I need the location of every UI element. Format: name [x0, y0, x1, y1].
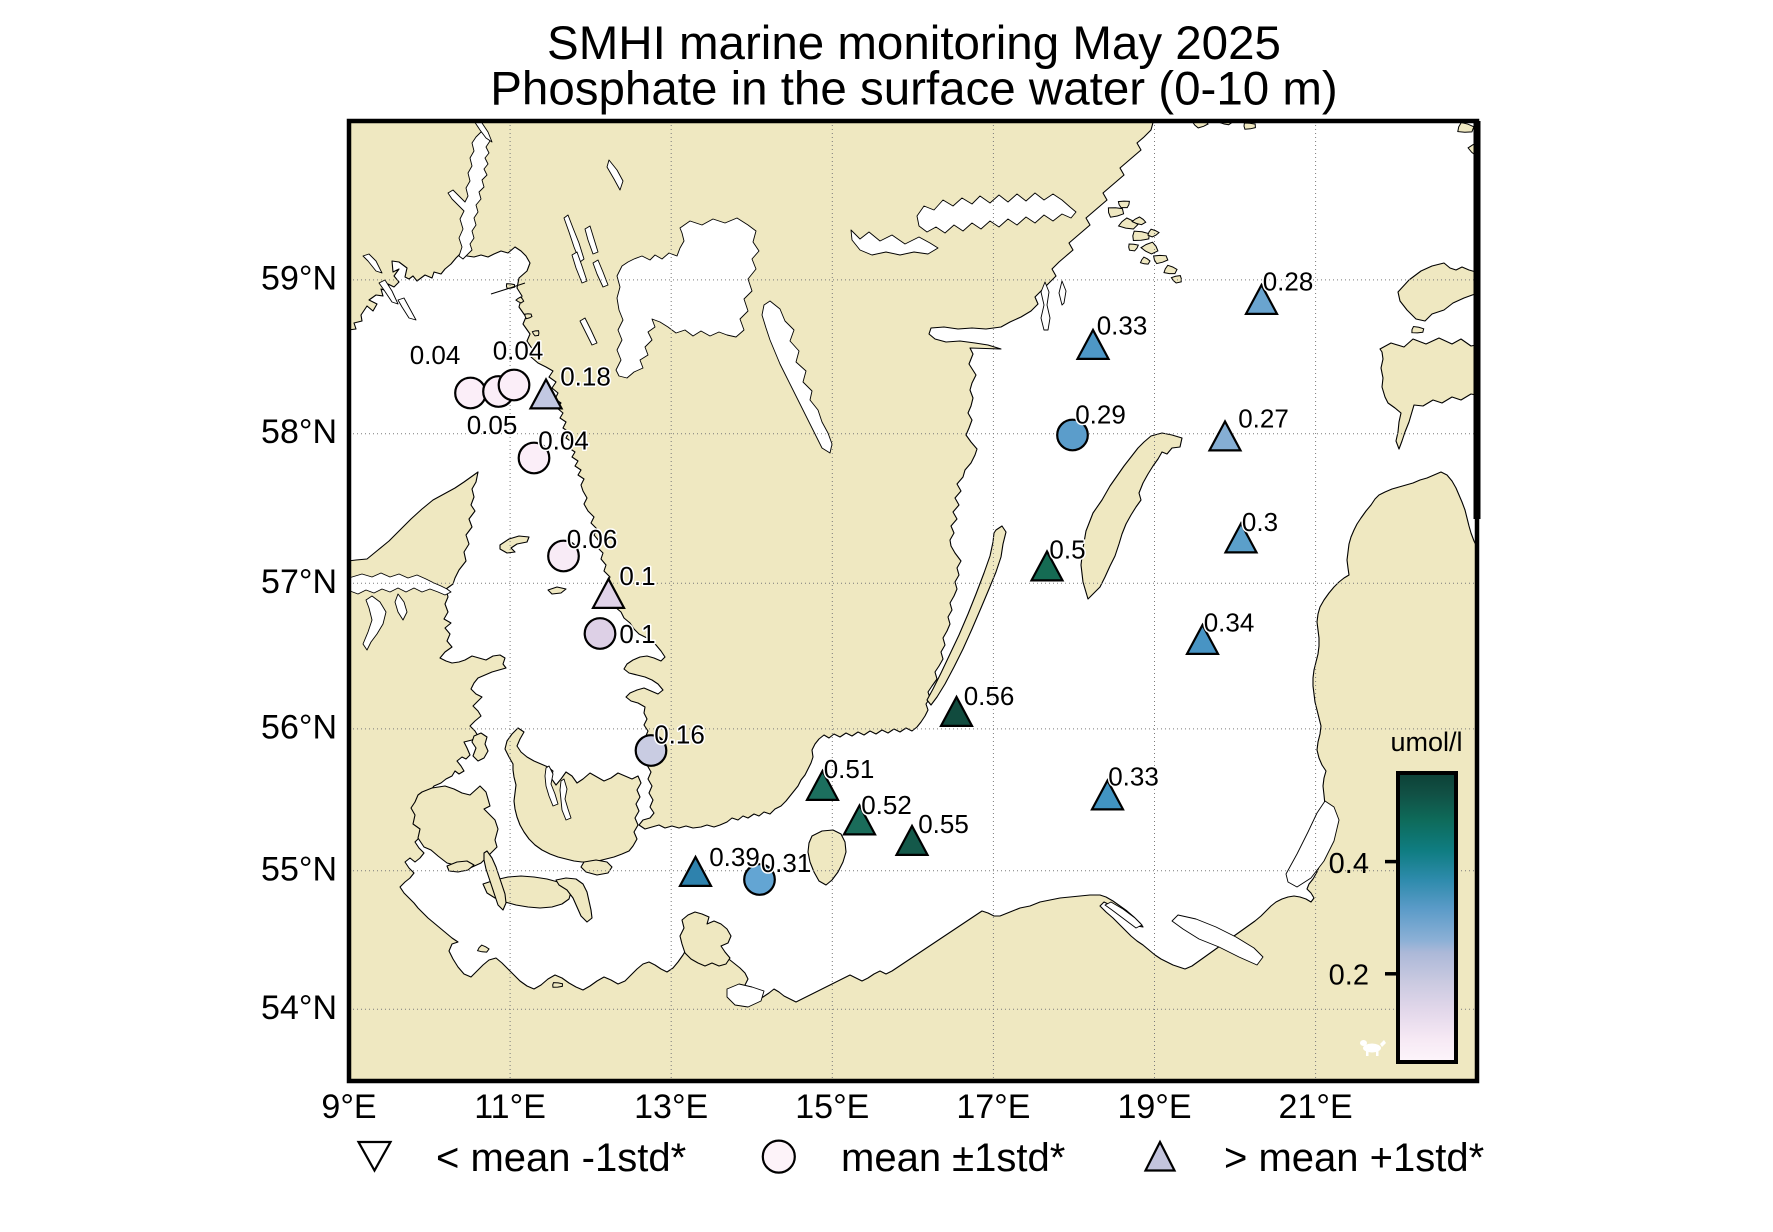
svg-text:0.05: 0.05	[467, 410, 518, 440]
svg-text:0.2: 0.2	[1329, 960, 1369, 992]
svg-text:56°N: 56°N	[261, 708, 337, 746]
svg-text:19°E: 19°E	[1117, 1088, 1191, 1126]
svg-text:0.51: 0.51	[824, 754, 875, 784]
svg-text:55°N: 55°N	[261, 850, 337, 888]
svg-text:0.16: 0.16	[654, 719, 705, 749]
svg-text:0.04: 0.04	[410, 340, 461, 370]
svg-text:17°E: 17°E	[956, 1088, 1030, 1126]
svg-text:0.33: 0.33	[1097, 310, 1148, 340]
svg-text:11°E: 11°E	[474, 1088, 546, 1126]
svg-text:57°N: 57°N	[261, 563, 337, 601]
svg-text:0.31: 0.31	[761, 848, 812, 878]
svg-text:umol/l: umol/l	[1390, 727, 1462, 757]
svg-text:9°E: 9°E	[321, 1088, 376, 1126]
svg-text:0.1: 0.1	[619, 619, 655, 649]
svg-text:0.39: 0.39	[709, 842, 760, 872]
svg-text:59°N: 59°N	[261, 259, 337, 297]
svg-text:0.29: 0.29	[1075, 399, 1126, 429]
svg-text:0.5: 0.5	[1049, 534, 1085, 564]
svg-text:0.06: 0.06	[567, 524, 618, 554]
svg-text:mean ±1std*: mean ±1std*	[841, 1136, 1065, 1180]
svg-text:0.52: 0.52	[861, 790, 912, 820]
svg-text:58°N: 58°N	[261, 413, 337, 451]
svg-text:54°N: 54°N	[261, 989, 337, 1027]
svg-text:SMHI marine monitoring May 202: SMHI marine monitoring May 2025	[547, 17, 1281, 70]
svg-text:0.04: 0.04	[538, 425, 589, 455]
svg-text:0.1: 0.1	[619, 561, 655, 591]
svg-text:< mean -1std*: < mean -1std*	[436, 1136, 686, 1180]
svg-text:0.55: 0.55	[918, 809, 969, 839]
svg-text:0.56: 0.56	[964, 681, 1015, 711]
svg-text:0.18: 0.18	[560, 361, 611, 391]
svg-text:21°E: 21°E	[1279, 1088, 1353, 1126]
svg-text:13°E: 13°E	[634, 1088, 708, 1126]
svg-text:> mean +1std*: > mean +1std*	[1224, 1136, 1484, 1180]
svg-text:0.04: 0.04	[493, 335, 544, 365]
svg-text:0.34: 0.34	[1204, 607, 1255, 637]
svg-text:0.3: 0.3	[1242, 507, 1278, 537]
svg-text:0.33: 0.33	[1108, 761, 1159, 791]
svg-text:15°E: 15°E	[795, 1088, 869, 1126]
svg-text:0.28: 0.28	[1263, 266, 1314, 296]
svg-text:0.27: 0.27	[1238, 403, 1289, 433]
svg-text:Phosphate in the surface water: Phosphate in the surface water (0-10 m)	[490, 63, 1338, 116]
svg-text:0.4: 0.4	[1329, 848, 1369, 880]
